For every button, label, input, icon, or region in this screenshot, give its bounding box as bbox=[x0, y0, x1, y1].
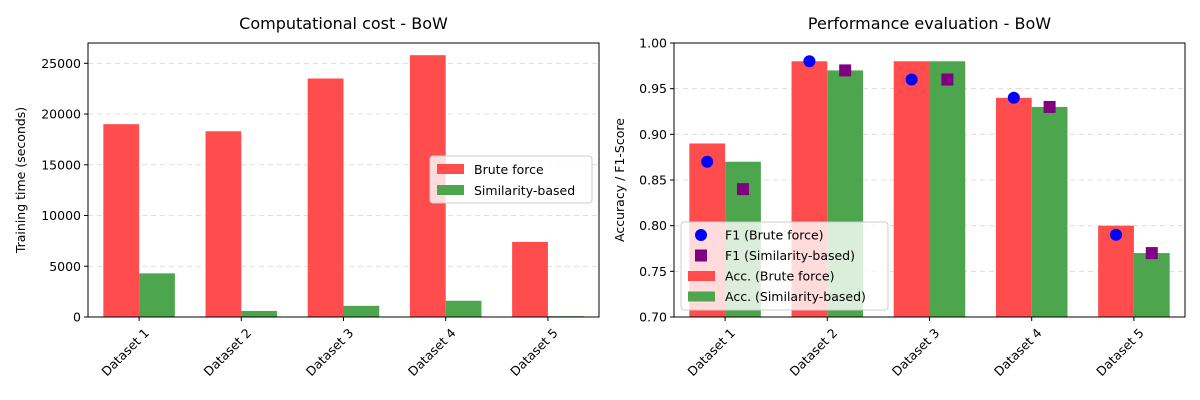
bar-brute-force bbox=[893, 61, 930, 317]
chart-1: 0 5000 10000 15000 20000 25000 Dataset 1 Datase… bbox=[13, 14, 600, 379]
y-tick-label: 10000 bbox=[41, 208, 81, 223]
y-tick-label: 1.00 bbox=[639, 36, 667, 51]
x-tick-label: Dataset 2 bbox=[787, 325, 841, 379]
bar-similarity-based bbox=[1031, 106, 1068, 317]
x-tick-label: Dataset 3 bbox=[889, 325, 943, 379]
legend-label: F1 (Brute force) bbox=[725, 228, 824, 243]
marker-f1-similarity-based bbox=[1145, 247, 1158, 260]
legend-box bbox=[429, 155, 593, 204]
bar-similarity-based bbox=[343, 305, 380, 317]
marker-f1-brute-force bbox=[701, 155, 714, 168]
x-tick-label: Dataset 4 bbox=[991, 325, 1045, 379]
bar-similarity-based bbox=[929, 61, 966, 317]
marker-f1-similarity-based bbox=[839, 64, 852, 77]
legend-label: F1 (Similarity-based) bbox=[725, 248, 855, 263]
legend-marker-square bbox=[695, 249, 707, 262]
bar-brute-force bbox=[205, 131, 242, 317]
legend-swatch bbox=[688, 271, 715, 281]
y-tick-label: 20000 bbox=[41, 107, 81, 122]
y-tick-label: 0.85 bbox=[639, 173, 667, 188]
x-tick-label: Dataset 5 bbox=[507, 325, 561, 379]
y-tick-label: 5000 bbox=[49, 259, 81, 274]
y-tick-label: 15000 bbox=[41, 157, 81, 172]
x-tick-label: Dataset 1 bbox=[98, 325, 152, 379]
x-tick-label: Dataset 5 bbox=[1093, 325, 1147, 379]
marker-f1-similarity-based bbox=[941, 73, 954, 86]
marker-f1-similarity-based bbox=[1043, 100, 1056, 113]
legend-label: Acc. (Brute force) bbox=[725, 269, 834, 284]
marker-f1-brute-force bbox=[1110, 228, 1123, 241]
bar-brute-force bbox=[995, 97, 1032, 317]
marker-f1-similarity-based bbox=[736, 183, 749, 196]
y-axis-label: Training time (seconds) bbox=[13, 107, 28, 254]
legend-swatch bbox=[437, 164, 464, 174]
bar-similarity-based bbox=[1133, 253, 1170, 317]
y-tick-label: 0.95 bbox=[639, 81, 667, 96]
bar-similarity-based bbox=[445, 300, 482, 317]
legend-swatch bbox=[688, 291, 715, 302]
legend-label: Similarity-based bbox=[474, 183, 575, 198]
y-axis-label: Accuracy / F1-Score bbox=[612, 118, 627, 242]
bar-brute-force bbox=[307, 78, 344, 317]
y-tick-label: 0.70 bbox=[639, 310, 667, 325]
y-tick-label: 0.90 bbox=[639, 127, 667, 142]
chart-title: Performance evaluation - BoW bbox=[808, 14, 1051, 33]
bar-similarity-based bbox=[139, 273, 175, 317]
x-tick-label: Dataset 4 bbox=[405, 325, 459, 379]
y-tick-label: 0.80 bbox=[639, 218, 667, 233]
legend-label: Acc. (Similarity-based) bbox=[725, 289, 866, 304]
legend-swatch bbox=[437, 185, 464, 195]
x-tick-label: Dataset 1 bbox=[684, 325, 738, 379]
x-tick-label: Dataset 2 bbox=[201, 325, 255, 379]
marker-f1-brute-force bbox=[905, 73, 918, 86]
bar-brute-force bbox=[512, 241, 548, 317]
bar-brute-force bbox=[1098, 225, 1134, 317]
marker-f1-brute-force bbox=[803, 55, 816, 68]
y-tick-label: 25000 bbox=[41, 56, 81, 71]
y-tick-label: 0.75 bbox=[639, 264, 667, 279]
legend-box bbox=[680, 221, 889, 311]
legend-marker-circle bbox=[695, 229, 707, 241]
legend-label: Brute force bbox=[474, 162, 544, 177]
chart-2: 0.70 0.75 0.80 0.85 0.90 0.95 1.00 Dataset 1 Dat… bbox=[612, 14, 1186, 379]
bar-brute-force bbox=[103, 124, 140, 317]
bar-similarity-based bbox=[241, 310, 278, 317]
y-tick-label: 0 bbox=[73, 310, 81, 325]
x-tick-label: Dataset 3 bbox=[303, 325, 357, 379]
marker-f1-brute-force bbox=[1007, 91, 1020, 104]
chart-title: Computational cost - BoW bbox=[239, 14, 448, 33]
